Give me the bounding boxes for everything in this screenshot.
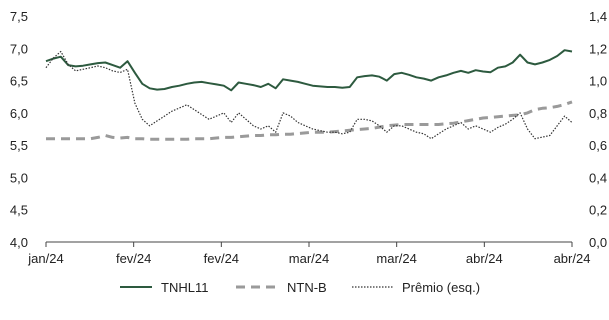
y-right-tick-label: 0,0 [589,235,607,250]
axes [45,241,573,247]
legend-label-ntn-b: NTN-B [287,280,327,295]
ticks-layer: 4,0 4,5 5,0 5,5 6,0 6,5 7,0 7,5 0,0 0,2 0,4 0,6 0,8 1… [10,9,607,266]
x-tick-label: fev/24 [116,251,151,266]
y-left-tick-label: 6,0 [10,106,28,121]
y-left-tick-label: 7,5 [10,9,28,24]
series-line-premio [45,50,573,140]
x-tick-label: abr/24 [466,251,503,266]
y-right-tick-label: 0,6 [589,138,607,153]
y-right-tick-label: 1,0 [589,74,607,89]
y-right-tick-label: 1,4 [589,9,607,24]
y-left-tick-label: 4,5 [10,203,28,218]
y-left-tick-label: 6,5 [10,74,28,89]
x-tick-label: mar/24 [376,251,416,266]
y-left-tick-label: 7,0 [10,41,28,56]
y-right-tick-label: 0,2 [589,203,607,218]
x-tick-label: jan/24 [27,251,63,266]
x-tick-label: mar/24 [289,251,329,266]
y-left-tick-label: 5,5 [10,138,28,153]
x-tick-label: fev/24 [204,251,239,266]
legend-label-tnhl11: TNHL11 [161,280,208,295]
y-left-tick-label: 4,0 [10,235,28,250]
y-left-tick-label: 5,0 [10,170,28,185]
y-right-tick-label: 0,4 [589,170,607,185]
series-line-ntn-b [46,100,573,141]
legend: TNHL11 NTN-B Prêmio (esq.) [120,280,480,295]
y-right-tick-label: 0,8 [589,106,607,121]
series-line-tnhl11 [45,49,573,92]
series-layer [45,49,573,141]
x-tick-label: abr/24 [554,251,591,266]
y-right-tick-label: 1,2 [589,41,607,56]
legend-label-premio: Prêmio (esq.) [402,280,480,295]
